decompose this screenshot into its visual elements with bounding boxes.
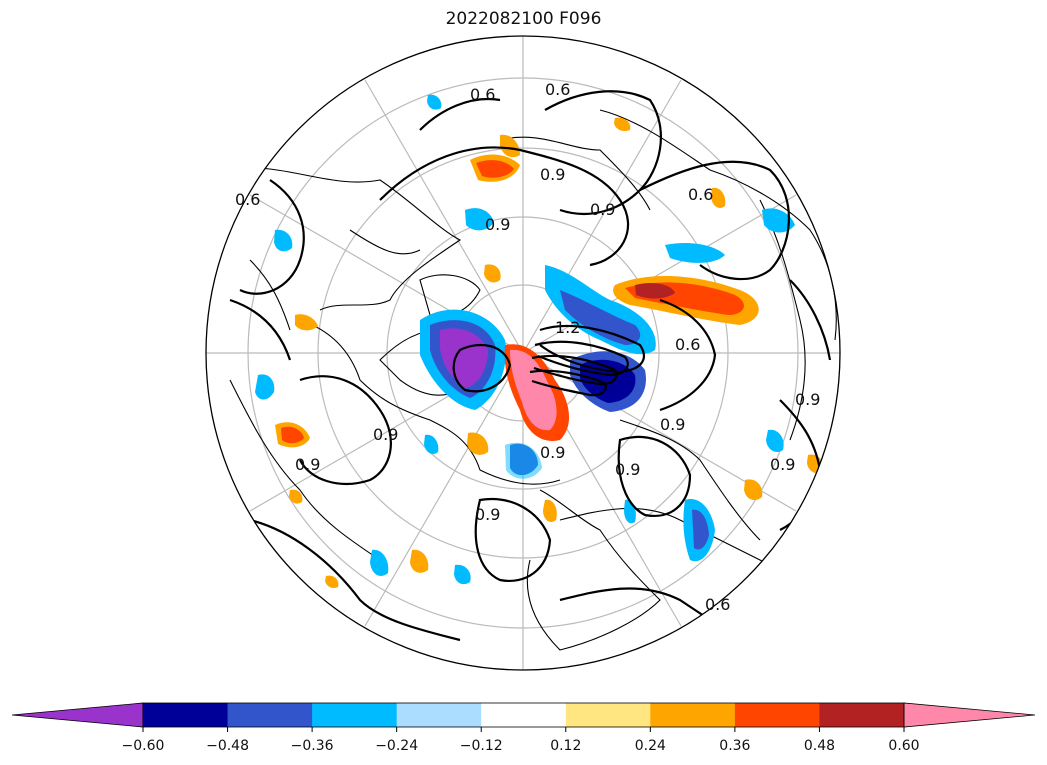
contour-label: 0.6 [235,190,260,209]
colorbar-tick-label: 0.60 [888,738,919,754]
contour-label: 0.9 [540,443,565,462]
contour-lines [229,90,832,651]
colorbar-tick-label: 0.24 [635,738,666,754]
colorbar-ticks: −0.60 −0.48 −0.36 −0.24 −0.12 0.12 0.24 0.36 0.4… [122,727,920,754]
colorbar-tick-label: −0.36 [291,738,334,754]
colorbar-segment [481,703,567,727]
contour-label: 0.9 [485,215,510,234]
contour-label: 0.9 [590,200,615,219]
colorbar: −0.60 −0.48 −0.36 −0.24 −0.12 0.12 0.24 0.36 0.4… [11,702,1036,754]
colorbar-tick-label: −0.48 [206,738,249,754]
colorbar-extend-max [903,702,1036,728]
contour-label: 0.6 [705,595,730,614]
colorbar-tick-label: 0.48 [804,738,835,754]
contour-label: 0.6 [688,185,713,204]
colorbar-segment [565,703,651,727]
contour-label: 0.9 [795,390,820,409]
contour-label: 1.2 [555,318,580,337]
colorbar-tick-label: −0.60 [122,738,165,754]
contour-label: 0.9 [295,455,320,474]
map-boundary [205,35,841,671]
colorbar-segment [143,703,229,727]
colorbar-tick-label: 0.36 [719,738,750,754]
colorbar-segment [650,703,736,727]
contour-label: 0.6 [470,85,495,104]
contour-label: 0.9 [660,415,685,434]
colorbar-segment [312,703,398,727]
colorbar-outline [142,702,905,728]
contour-label: 0.9 [770,455,795,474]
anomaly-shading [255,94,824,589]
colorbar-segment [819,703,905,727]
contour-label: 0.9 [475,505,500,524]
colorbar-segment [734,703,820,727]
contour-labels: 0.6 0.6 0.6 0.9 0.9 0.9 0.6 0.9 0.9 0.9 … [235,80,820,614]
contour-label: 0.6 [545,80,570,99]
map-title: 2022082100 F096 [445,9,602,29]
colorbar-extend-min [11,702,144,728]
colorbar-segment [396,703,482,727]
colorbar-segment [227,703,313,727]
contour-label: 0.9 [373,425,398,444]
polar-map: 0.6 0.6 0.6 0.9 0.9 0.9 0.6 0.9 0.9 0.9 … [205,35,841,671]
colorbar-segments [11,702,1036,728]
contour-label: 0.9 [540,165,565,184]
colorbar-tick-label: −0.12 [460,738,503,754]
contour-label: 0.6 [675,335,700,354]
colorbar-tick-label: −0.24 [375,738,418,754]
contour-label: 0.9 [615,460,640,479]
colorbar-tick-label: 0.12 [550,738,581,754]
